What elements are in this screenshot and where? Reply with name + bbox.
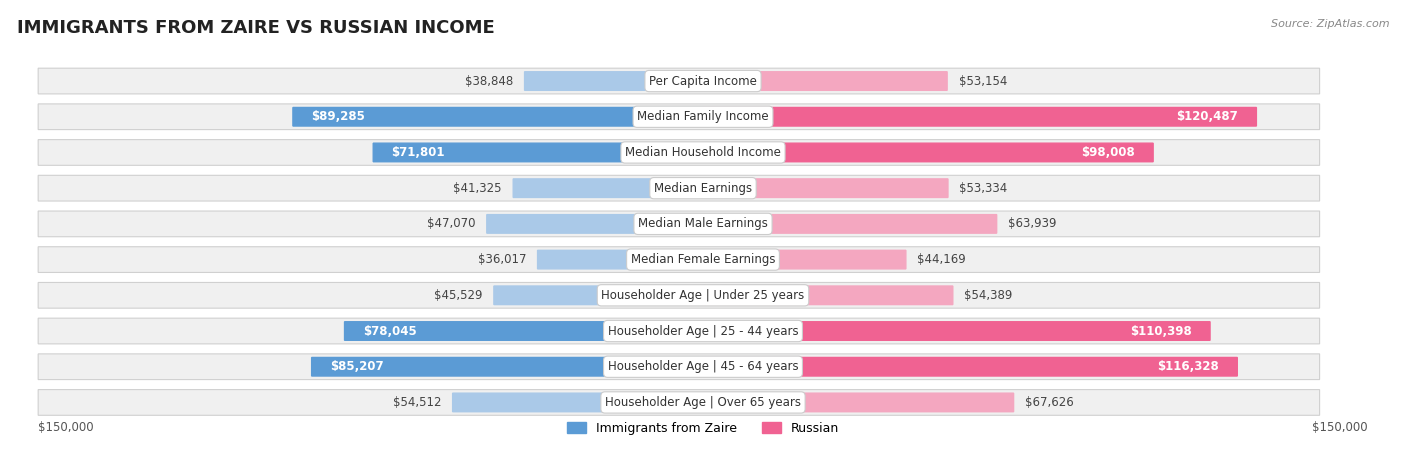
Text: $150,000: $150,000 — [1312, 421, 1368, 434]
FancyBboxPatch shape — [703, 179, 948, 198]
Text: IMMIGRANTS FROM ZAIRE VS RUSSIAN INCOME: IMMIGRANTS FROM ZAIRE VS RUSSIAN INCOME — [17, 19, 495, 37]
FancyBboxPatch shape — [703, 393, 1014, 412]
FancyBboxPatch shape — [38, 211, 1320, 237]
FancyBboxPatch shape — [703, 322, 1211, 340]
Text: Source: ZipAtlas.com: Source: ZipAtlas.com — [1271, 19, 1389, 28]
Text: $47,070: $47,070 — [427, 217, 475, 230]
Text: $67,626: $67,626 — [1025, 396, 1074, 409]
Text: $41,325: $41,325 — [453, 182, 502, 195]
FancyBboxPatch shape — [486, 215, 703, 233]
FancyBboxPatch shape — [703, 215, 997, 233]
FancyBboxPatch shape — [312, 357, 703, 376]
FancyBboxPatch shape — [38, 247, 1320, 272]
Text: Householder Age | 25 - 44 years: Householder Age | 25 - 44 years — [607, 325, 799, 338]
Text: Median Family Income: Median Family Income — [637, 110, 769, 123]
Text: $44,169: $44,169 — [917, 253, 966, 266]
FancyBboxPatch shape — [703, 357, 1237, 376]
Text: Per Capita Income: Per Capita Income — [650, 75, 756, 87]
Text: $36,017: $36,017 — [478, 253, 526, 266]
Text: $38,848: $38,848 — [465, 75, 513, 87]
FancyBboxPatch shape — [38, 354, 1320, 380]
Text: Median Male Earnings: Median Male Earnings — [638, 217, 768, 230]
Text: $110,398: $110,398 — [1130, 325, 1192, 338]
Text: Householder Age | 45 - 64 years: Householder Age | 45 - 64 years — [607, 360, 799, 373]
Text: $120,487: $120,487 — [1177, 110, 1239, 123]
Text: $53,334: $53,334 — [959, 182, 1008, 195]
Text: $150,000: $150,000 — [38, 421, 94, 434]
Text: $54,389: $54,389 — [965, 289, 1012, 302]
FancyBboxPatch shape — [513, 179, 703, 198]
Text: $63,939: $63,939 — [1008, 217, 1057, 230]
FancyBboxPatch shape — [703, 286, 953, 304]
FancyBboxPatch shape — [344, 322, 703, 340]
Text: $116,328: $116,328 — [1157, 360, 1219, 373]
FancyBboxPatch shape — [703, 143, 1153, 162]
FancyBboxPatch shape — [292, 107, 703, 126]
Text: Median Earnings: Median Earnings — [654, 182, 752, 195]
Legend: Immigrants from Zaire, Russian: Immigrants from Zaire, Russian — [562, 417, 844, 439]
FancyBboxPatch shape — [524, 72, 703, 90]
FancyBboxPatch shape — [38, 68, 1320, 94]
Text: $85,207: $85,207 — [330, 360, 384, 373]
FancyBboxPatch shape — [38, 318, 1320, 344]
FancyBboxPatch shape — [703, 250, 905, 269]
Text: Median Household Income: Median Household Income — [626, 146, 780, 159]
FancyBboxPatch shape — [373, 143, 703, 162]
FancyBboxPatch shape — [703, 72, 948, 90]
FancyBboxPatch shape — [703, 107, 1257, 126]
Text: Median Female Earnings: Median Female Earnings — [631, 253, 775, 266]
Text: Householder Age | Over 65 years: Householder Age | Over 65 years — [605, 396, 801, 409]
FancyBboxPatch shape — [38, 175, 1320, 201]
FancyBboxPatch shape — [453, 393, 703, 412]
FancyBboxPatch shape — [38, 104, 1320, 130]
Text: $89,285: $89,285 — [311, 110, 366, 123]
Text: $78,045: $78,045 — [363, 325, 416, 338]
Text: $45,529: $45,529 — [434, 289, 482, 302]
FancyBboxPatch shape — [494, 286, 703, 304]
Text: $98,008: $98,008 — [1081, 146, 1135, 159]
Text: $54,512: $54,512 — [392, 396, 441, 409]
Text: $53,154: $53,154 — [959, 75, 1007, 87]
FancyBboxPatch shape — [38, 389, 1320, 415]
FancyBboxPatch shape — [38, 283, 1320, 308]
Text: $71,801: $71,801 — [392, 146, 446, 159]
Text: Householder Age | Under 25 years: Householder Age | Under 25 years — [602, 289, 804, 302]
FancyBboxPatch shape — [537, 250, 703, 269]
FancyBboxPatch shape — [38, 140, 1320, 165]
